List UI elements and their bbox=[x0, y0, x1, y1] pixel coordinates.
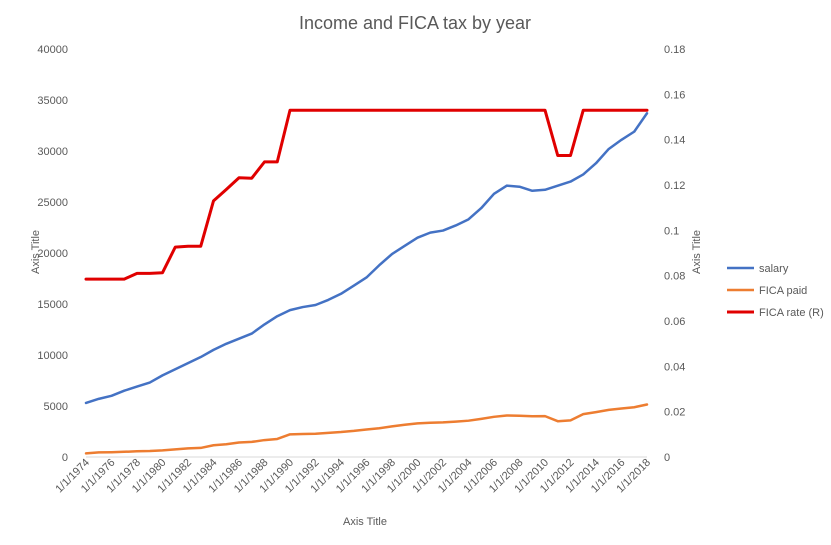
y-tick-label: 0 bbox=[62, 452, 68, 464]
series-line-fica-rate-r bbox=[84, 108, 649, 281]
legend-label: FICA rate (R) bbox=[759, 307, 824, 319]
chart-title: Income and FICA tax by year bbox=[299, 13, 531, 33]
y2-tick-label: 0.16 bbox=[664, 89, 685, 101]
series-lines bbox=[84, 108, 649, 455]
y2-axis-title: Axis Title bbox=[691, 230, 703, 274]
legend-label: salary bbox=[759, 263, 789, 275]
y2-tick-label: 0 bbox=[664, 452, 670, 464]
legend: salary FICA paid FICA rate (R) bbox=[727, 263, 824, 319]
legend-label: FICA paid bbox=[759, 285, 807, 297]
y2-tick-label: 0.04 bbox=[664, 361, 685, 373]
series-line-salary bbox=[84, 112, 649, 405]
y2-tick-label: 0.12 bbox=[664, 180, 685, 192]
left-axis: 0 5000 10000 15000 20000 25000 30000 35000 40000 bbox=[37, 44, 68, 464]
y2-tick-label: 0.02 bbox=[664, 407, 685, 419]
y-tick-label: 20000 bbox=[37, 248, 68, 260]
right-axis: 0 0.02 0.04 0.06 0.08 0.1 0.12 0.14 0.16 0.18 bbox=[664, 44, 685, 464]
y-axis-title: Axis Title bbox=[30, 230, 42, 274]
y2-tick-label: 0.1 bbox=[664, 225, 679, 237]
y-tick-label: 10000 bbox=[37, 350, 68, 362]
y-tick-label: 15000 bbox=[37, 299, 68, 311]
y-tick-label: 25000 bbox=[37, 197, 68, 209]
x-axis-title: Axis Title bbox=[343, 516, 387, 528]
series-line-fica-paid bbox=[84, 403, 649, 455]
y2-tick-label: 0.08 bbox=[664, 271, 685, 283]
y-tick-label: 35000 bbox=[37, 95, 68, 107]
y-tick-label: 5000 bbox=[44, 401, 68, 413]
y2-tick-label: 0.06 bbox=[664, 316, 685, 328]
y-tick-label: 40000 bbox=[37, 44, 68, 56]
y2-tick-label: 0.14 bbox=[664, 135, 685, 147]
y2-tick-label: 0.18 bbox=[664, 44, 685, 56]
y-tick-label: 30000 bbox=[37, 146, 68, 158]
